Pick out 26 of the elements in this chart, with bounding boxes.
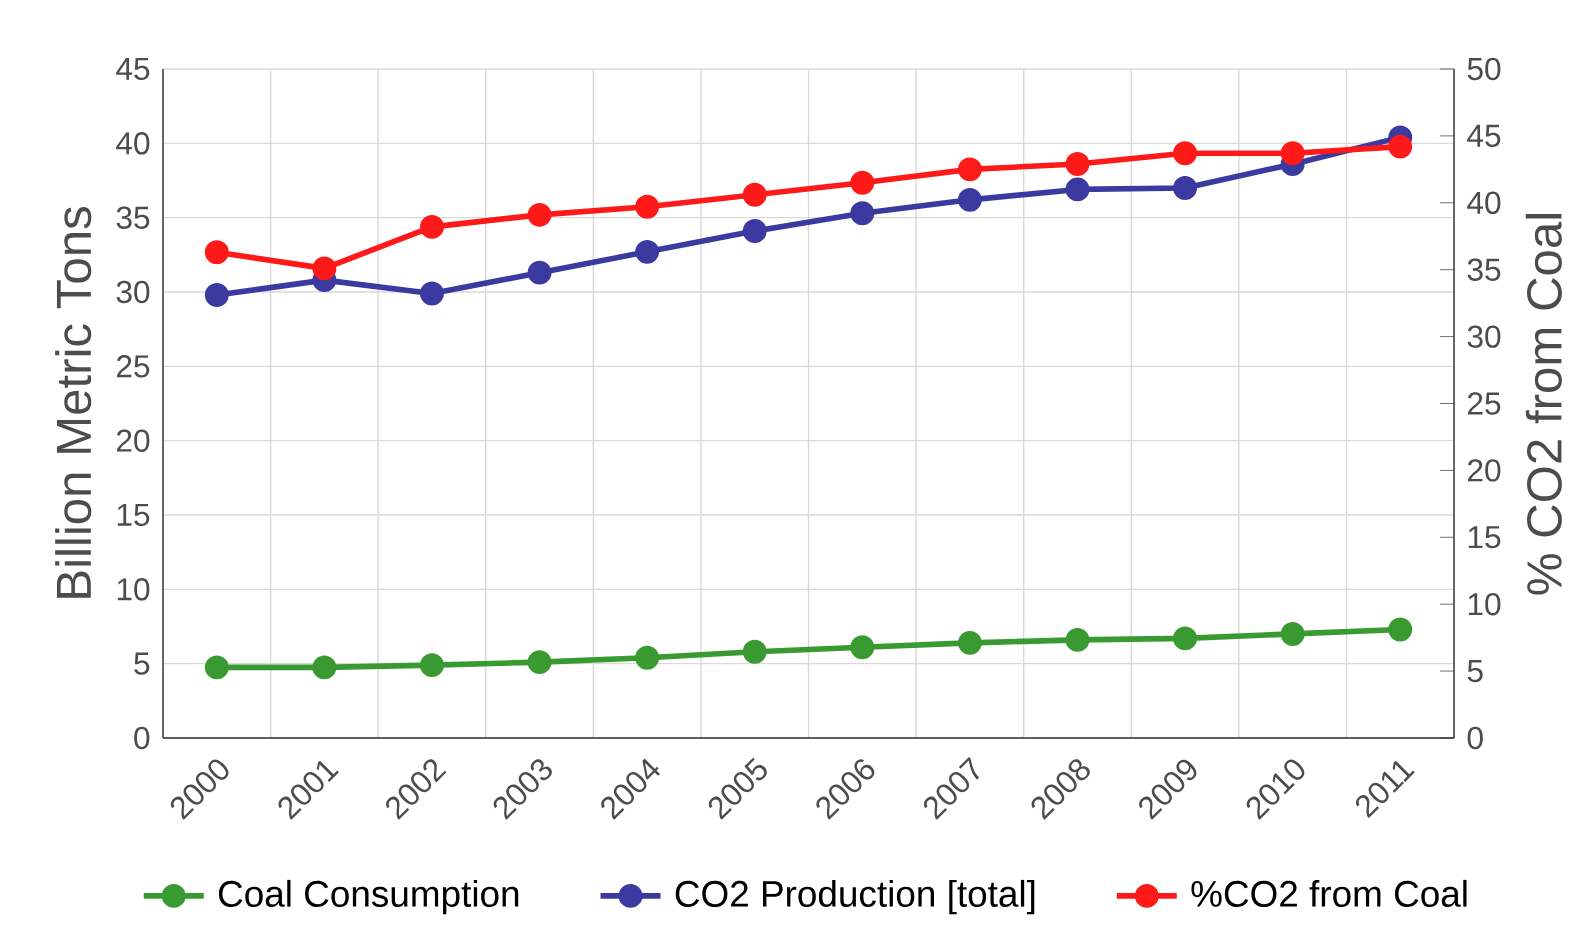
y-axis-title: Billion Metric Tons <box>55 207 92 598</box>
y-tick-label: 0 <box>134 726 150 750</box>
y2-tick-label: 25 <box>1468 392 1501 415</box>
y2-tick-label: 0 <box>1467 726 1483 750</box>
y2-tick-label: 5 <box>1467 660 1483 683</box>
y2-tick-label: 35 <box>1467 258 1501 281</box>
y2-tick-label: 40 <box>1467 191 1501 215</box>
y2-tick-label: 45 <box>1467 124 1501 147</box>
y-tick-label: 40 <box>116 132 150 155</box>
legend-label: Coal Consumption <box>218 879 519 915</box>
legend-label: CO2 Production [total] <box>675 879 1035 915</box>
y2-axis-title: % CO2 from Coal <box>1525 214 1562 595</box>
y-tick-label: 5 <box>134 652 150 675</box>
y-tick-label: 15 <box>117 503 150 527</box>
legend-label: %CO2 from Coal <box>1191 879 1467 907</box>
y-tick-label: 10 <box>117 578 150 601</box>
y2-tick-label: 50 <box>1467 57 1501 81</box>
y2-tick-label: 20 <box>1468 459 1501 482</box>
y2-tick-label: 30 <box>1467 325 1501 348</box>
y2-tick-label: 15 <box>1468 526 1501 549</box>
y-tick-label: 45 <box>116 57 150 81</box>
y-tick-label: 30 <box>116 280 150 304</box>
y2-tick-label: 10 <box>1468 592 1501 616</box>
y-tick-label: 20 <box>117 429 150 452</box>
y-tick-label: 35 <box>116 206 150 229</box>
y-tick-label: 25 <box>117 355 150 378</box>
